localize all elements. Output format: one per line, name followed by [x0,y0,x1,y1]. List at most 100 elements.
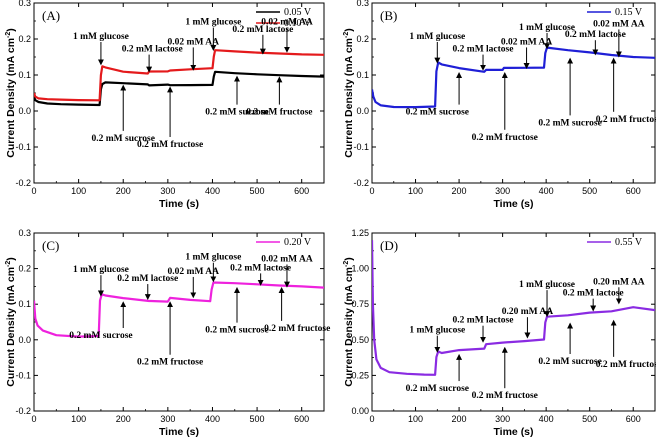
x-tick-label: 0 [31,186,36,196]
annotation-label: 0.2 mM lactose [232,25,293,35]
x-tick-label: 200 [116,414,131,424]
annotation-label: 0.2 mM fructose [596,360,656,370]
x-tick-label: 100 [71,414,86,424]
x-axis-label: Time (s) [159,198,199,210]
annotation-label: 0.2 mM fructose [246,108,312,118]
y-tick-label: 0.3 [18,228,31,238]
y-tick-label: 0.1 [356,70,369,80]
annotation-label: 0.2 mM fructose [137,140,203,150]
y-axis-label-main: Current Density (mA cm [343,38,355,158]
y-axis-label-end: ) [343,28,355,32]
series-line [372,46,655,109]
x-tick-label: 200 [452,414,467,424]
y-axis-label-end: ) [343,257,355,261]
x-axis-label: Time (s) [493,198,533,210]
y-axis-label: Current Density (mA cm-2) [5,28,17,158]
x-tick-label: 200 [116,186,131,196]
x-tick-label: 0 [369,414,374,424]
y-axis-label: Current Density (mA cm-2) [343,28,355,158]
x-tick-label: 500 [582,186,597,196]
y-tick-label: 0.0 [356,106,369,116]
chart-panel: 0 100 200 300 400 500 600 -0.2 -0.1 0.0 0.1 0.2 0.3 T… [343,0,656,210]
x-tick-label: 400 [539,186,554,196]
annotation-label: 0.2 mM sucrose [406,384,469,394]
chart-panel: 0 100 200 300 400 500 600 -0.2 -0.1 0.0 0.1 0.2 0.3 T… [5,228,330,438]
y-tick-label: 0.50 [351,335,369,345]
annotation-label: 0.2 mM lactose [565,30,626,40]
y-tick-label: 0.3 [356,0,369,8]
annotation-label: 0.2 mM sucrose [69,331,132,341]
y-tick-label: -0.2 [353,178,369,188]
y-tick-label: 0.1 [18,299,31,309]
y-tick-label: 1.25 [351,228,369,238]
x-tick-label: 500 [250,414,265,424]
y-tick-label: 0.00 [351,406,369,416]
y-tick-label: 0.0 [18,106,31,116]
y-tick-label: 0.2 [18,34,31,44]
panel-label: (B) [380,8,397,23]
x-tick-label: 300 [495,186,510,196]
x-tick-label: 400 [205,414,220,424]
x-tick-label: 300 [160,186,175,196]
y-tick-label: 1.00 [351,264,369,274]
annotation-label: 1 mM glucose [185,18,241,28]
y-tick-label: -0.2 [15,406,31,416]
y-tick-label: 0.2 [18,264,31,274]
annotation-label: 0.20 mM AA [502,307,554,317]
x-tick-label: 0 [31,414,36,424]
y-tick-label: 0.1 [18,70,31,80]
y-tick-label: 0.0 [18,335,31,345]
annotation-label: 0.02 mM AA [261,18,313,28]
annotation-label: 0.2 mM sucrose [205,108,268,118]
x-tick-label: 300 [160,414,175,424]
annotation-label: 0.02 mM AA [168,267,220,277]
annotation-label: 0.2 mM sucrose [406,108,469,118]
annotation-label: 0.2 mM fructose [472,391,538,401]
x-tick-label: 500 [250,186,265,196]
annotation-label: 0.2 mM lactose [122,45,183,55]
x-tick-label: 600 [294,186,309,196]
y-tick-label: 0.75 [351,299,369,309]
annotation-label: 1 mM glucose [73,32,129,42]
annotation-label: 1 mM glucose [519,280,575,290]
y-tick-label: -0.2 [15,178,31,188]
panel-label: (D) [380,238,398,253]
annotation-label: 0.2 mM lactose [453,316,514,326]
x-axis-label: Time (s) [493,426,533,438]
annotation-label: 0.02 mM AA [168,37,220,47]
y-tick-label: 0.3 [18,0,31,8]
annotation-label: 1 mM glucose [73,265,129,275]
y-axis-label-main: Current Density (mA cm [343,267,355,387]
x-tick-label: 0 [369,186,374,196]
annotation-label: 0.2 mM lactose [563,289,624,299]
legend-label: 0.05 V [284,7,312,18]
x-tick-label: 100 [408,186,423,196]
legend-label: 0.55 V [615,237,643,248]
y-axis-label-main: Current Density (mA cm [5,38,17,158]
y-axis-label-main: Current Density (mA cm [5,267,17,387]
annotation-label: 0.2 mM sucrose [205,326,268,336]
annotation-label: 0.2 mM sucrose [92,134,155,144]
chart-panel: 0 100 200 300 400 500 600 0.00 0.25 0.50 0.75 1.00 1… [343,228,656,438]
y-tick-label: -0.1 [15,142,31,152]
y-tick-label: -0.1 [353,142,369,152]
annotation-label: 0.02 mM AA [501,37,553,47]
annotation-label: 0.2 mM lactose [453,45,514,55]
legend-label: 0.20 V [284,237,312,248]
annotation-label: 0.2 mM lactose [230,263,291,273]
annotation-label: 0.2 mM fructose [137,358,203,368]
y-axis-label-superscript: -2 [343,32,350,38]
series-line [34,70,324,107]
legend-label: 0.15 V [615,7,643,18]
panel-label: (C) [42,238,59,253]
y-axis-label-superscript: -2 [5,261,12,267]
series-line [372,240,655,376]
y-tick-label: 0.25 [351,370,369,380]
x-axis-label: Time (s) [159,426,199,438]
series-line [34,281,324,338]
y-axis-label: Current Density (mA cm-2) [5,257,17,387]
x-tick-label: 400 [205,186,220,196]
y-axis-label-end: ) [5,257,17,261]
x-tick-label: 200 [452,186,467,196]
y-tick-label: 0.2 [356,34,369,44]
